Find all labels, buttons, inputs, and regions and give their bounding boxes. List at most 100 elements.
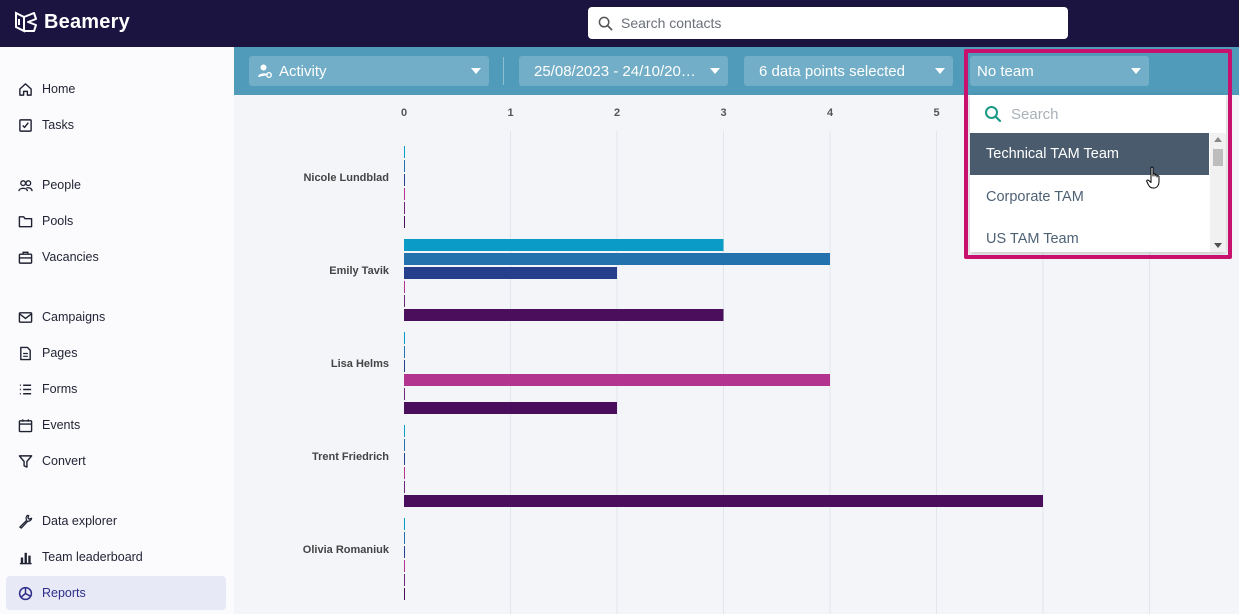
team-option[interactable]: Corporate TAM [986, 189, 1084, 205]
sidebar-item-label: Forms [42, 382, 78, 396]
sidebar: Home Tasks People Pools Vacancies Campai… [0, 47, 234, 614]
tasks-icon [19, 118, 32, 132]
chart-bar [404, 481, 405, 493]
team-dropdown[interactable]: No team [970, 56, 1149, 86]
sidebar-item-label: Reports [42, 586, 86, 600]
x-tick-label: 1 [507, 107, 513, 119]
team-search-input[interactable] [1011, 105, 1201, 123]
scroll-down-arrow-icon[interactable] [1214, 243, 1222, 248]
category-label: Emily Tavik [329, 265, 390, 277]
filter-divider [503, 57, 504, 85]
date-range-dropdown[interactable]: 25/08/2023 - 24/10/20… [519, 56, 728, 86]
sidebar-item-label: People [42, 178, 81, 192]
scrollbar-thumb[interactable] [1213, 149, 1223, 166]
search-box[interactable] [588, 7, 1068, 39]
activity-dropdown-label: Activity [279, 62, 327, 80]
chart-bar [404, 402, 617, 414]
sidebar-item-label: Data explorer [42, 514, 118, 528]
beamery-logo-icon [15, 11, 37, 33]
sidebar-item-home[interactable]: Home [6, 72, 226, 106]
sidebar-item-data-explorer[interactable]: Data explorer [6, 504, 226, 538]
sidebar-item-campaigns[interactable]: Campaigns [6, 300, 226, 334]
page-icon [20, 346, 31, 360]
user-settings-icon [258, 64, 272, 78]
sidebar-item-label: Pages [42, 346, 78, 360]
team-option[interactable]: US TAM Team [986, 231, 1079, 247]
chart-bar [404, 467, 405, 479]
search-icon [985, 106, 1002, 123]
team-search[interactable] [970, 95, 1226, 133]
sidebar-item-forms[interactable]: Forms [6, 372, 226, 406]
sidebar-item-pools[interactable]: Pools [6, 204, 226, 238]
category-label: Lisa Helms [331, 358, 389, 370]
chevron-down-icon [710, 68, 720, 74]
people-icon [18, 179, 33, 191]
chart-bar [404, 346, 405, 358]
sidebar-item-tasks[interactable]: Tasks [6, 108, 226, 142]
category-label: Olivia Romaniuk [303, 544, 390, 556]
sidebar-item-label: Team leaderboard [42, 550, 143, 564]
chevron-down-icon [935, 68, 945, 74]
list-icon [19, 384, 32, 394]
chart-bar [404, 425, 405, 437]
sidebar-item-people[interactable]: People [6, 168, 226, 202]
chart-bar [404, 295, 405, 307]
chart-bar [404, 453, 405, 465]
wrench-icon [19, 514, 33, 529]
pie-chart-icon [18, 586, 33, 600]
category-label: Nicole Lundblad [303, 172, 389, 184]
activity-dropdown[interactable]: Activity [249, 56, 489, 86]
calendar-icon [18, 418, 33, 432]
chart-bar [404, 309, 724, 321]
chart-bar [404, 267, 617, 279]
chart-bar [404, 439, 405, 451]
data-points-dropdown[interactable]: 6 data points selected [744, 56, 953, 86]
app-name: Beamery [44, 10, 130, 33]
chart-bar [404, 202, 405, 214]
data-points-label: 6 data points selected [759, 62, 905, 80]
briefcase-icon [18, 251, 33, 264]
report-filter-bar: Activity 25/08/2023 - 24/10/20… 6 data p… [234, 47, 1239, 95]
sidebar-item-label: Pools [42, 214, 74, 228]
chart-bar [404, 374, 830, 386]
team-option[interactable]: Technical TAM Team [970, 133, 1209, 175]
activity-chart: 0 1 2 3 4 5 Nicole Lundblad Emily Tavik Lisa Hel… [234, 95, 1239, 614]
sidebar-item-team-leaderboard[interactable]: Team leaderboard [6, 540, 226, 574]
sidebar-item-label: Convert [42, 454, 86, 468]
activity-bar-chart: 0 1 2 3 4 5 Nicole Lundblad Emily Tavik Lisa Hel… [303, 107, 1150, 614]
folder-icon [18, 215, 33, 227]
search-icon [598, 16, 613, 30]
chart-bar [404, 546, 405, 558]
sidebar-item-label: Vacancies [42, 250, 99, 264]
sidebar-item-label: Home [42, 82, 76, 96]
chart-bar [404, 239, 724, 251]
x-tick-label: 5 [933, 107, 939, 119]
bar-chart-icon [19, 552, 32, 564]
category-label: Trent Friedrich [312, 451, 389, 463]
chart-bar [404, 360, 405, 372]
chart-bar [404, 281, 405, 293]
chart-bar [404, 160, 405, 172]
chart-bar [404, 495, 1043, 507]
chart-bar [404, 146, 405, 158]
scroll-up-arrow-icon[interactable] [1214, 137, 1222, 142]
x-tick-label: 0 [401, 107, 407, 119]
team-dropdown-panel: Technical TAM Team Corporate TAM US TAM … [970, 95, 1226, 252]
team-dropdown-label: No team [977, 62, 1034, 80]
sidebar-item-convert[interactable]: Convert [6, 444, 226, 478]
sidebar-item-reports[interactable]: Reports [6, 576, 226, 610]
dropdown-scrollbar[interactable] [1210, 133, 1226, 252]
x-tick-label: 3 [720, 107, 726, 119]
search-input[interactable] [621, 15, 1041, 31]
top-bar: Beamery [0, 0, 1239, 47]
chart-bar [404, 188, 405, 200]
app-logo[interactable]: Beamery [14, 10, 130, 34]
sidebar-item-events[interactable]: Events [6, 408, 226, 442]
sidebar-item-vacancies[interactable]: Vacancies [6, 240, 226, 274]
chart-bar [404, 253, 830, 265]
sidebar-item-pages[interactable]: Pages [6, 336, 226, 370]
sidebar-item-label: Campaigns [42, 310, 106, 324]
chevron-down-icon [1131, 68, 1141, 74]
chevron-down-icon [471, 68, 481, 74]
filter-icon [18, 454, 33, 468]
